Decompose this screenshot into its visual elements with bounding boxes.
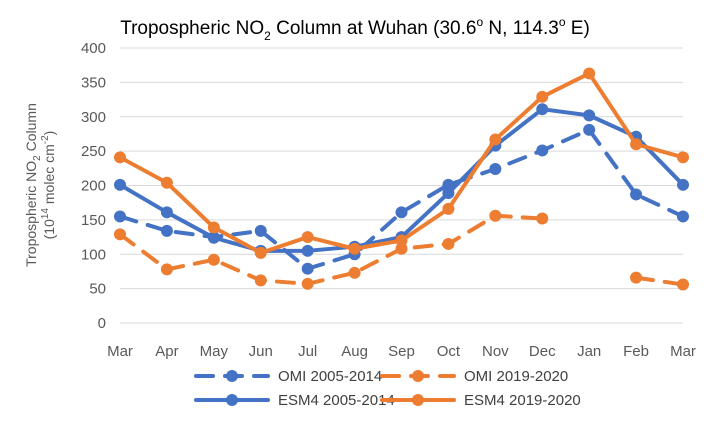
y-tick-label: 150 xyxy=(81,212,106,229)
data-point xyxy=(114,210,126,223)
data-point xyxy=(395,206,408,219)
data-point xyxy=(536,90,549,103)
data-point xyxy=(536,103,549,116)
data-point xyxy=(489,133,502,146)
data-point xyxy=(348,266,361,279)
data-point xyxy=(536,212,549,225)
series-layer xyxy=(114,67,689,291)
legend-entry: ESM4 2005-2014 xyxy=(194,392,395,409)
data-point xyxy=(583,123,596,136)
data-point xyxy=(114,228,126,241)
data-point xyxy=(583,109,596,122)
data-point xyxy=(583,67,596,80)
data-point xyxy=(114,178,126,191)
legend-entry: OMI 2005-2014 xyxy=(194,368,382,385)
x-tick-label: Jun xyxy=(249,343,273,360)
data-point xyxy=(395,234,408,247)
data-point xyxy=(207,221,220,234)
data-point xyxy=(114,151,126,164)
y-tick-label: 350 xyxy=(81,74,106,91)
legend-label: ESM4 2005-2014 xyxy=(278,392,395,409)
data-point xyxy=(301,244,314,257)
series-line xyxy=(118,213,685,287)
legend-entry: ESM4 2019-2020 xyxy=(380,392,581,409)
data-point xyxy=(536,144,549,157)
y-tick-label: 300 xyxy=(81,109,106,126)
data-point xyxy=(395,242,408,255)
y-axis-label-line1: Tropospheric NO2 Column xyxy=(23,103,43,267)
x-tick-label: Oct xyxy=(437,343,461,360)
x-tick-label: Jul xyxy=(298,343,317,360)
legend-label: ESM4 2019-2020 xyxy=(464,392,581,409)
data-point xyxy=(677,278,689,291)
x-tick-labels: Mar Apr May Jun Jul Aug Sep Oct Nov Dec Jan Feb Mar xyxy=(107,343,696,360)
data-point xyxy=(160,176,173,189)
legend-marker xyxy=(412,394,424,406)
series-esm4-2005-2014 xyxy=(114,103,689,257)
y-tick-label: 50 xyxy=(89,281,106,298)
y-tick-label: 250 xyxy=(81,143,106,160)
data-point xyxy=(160,224,173,237)
data-point xyxy=(442,237,455,250)
data-point xyxy=(254,246,267,259)
chart-title: Tropospheric NO2 Column at Wuhan (30.6o … xyxy=(120,15,590,43)
y-tick-label: 100 xyxy=(81,246,106,263)
data-point xyxy=(489,209,502,222)
x-tick-label: Aug xyxy=(341,343,368,360)
y-tick-labels: 0 50 100 150 200 250 300 350 400 xyxy=(81,40,106,332)
y-tick-label: 0 xyxy=(98,315,106,332)
data-point xyxy=(254,274,267,287)
x-tick-label: Feb xyxy=(623,343,649,360)
series-line xyxy=(118,71,685,255)
y-axis-label: Tropospheric NO2 Column (1014 molec cm-2… xyxy=(23,103,57,267)
legend: OMI 2005-2014 OMI 2019-2020 ESM4 2005-2014… xyxy=(194,368,581,409)
x-tick-label: Jan xyxy=(577,343,601,360)
legend-marker xyxy=(412,370,424,382)
legend-entry: OMI 2019-2020 xyxy=(380,368,568,385)
series-omi-2019-2020 xyxy=(114,209,689,291)
data-point xyxy=(677,178,689,191)
data-point xyxy=(442,202,455,215)
x-tick-label: Sep xyxy=(388,343,415,360)
data-point xyxy=(301,231,314,244)
x-tick-label: Apr xyxy=(155,343,178,360)
x-tick-label: Dec xyxy=(529,343,556,360)
series-line xyxy=(118,107,685,253)
x-tick-label: Mar xyxy=(670,343,696,360)
x-tick-label: Nov xyxy=(482,343,509,360)
data-point xyxy=(207,253,220,266)
data-point xyxy=(442,187,455,200)
data-point xyxy=(160,206,173,219)
legend-marker xyxy=(226,394,238,406)
data-point xyxy=(348,242,361,255)
series-esm4-2019-2020 xyxy=(114,67,689,259)
data-point xyxy=(677,210,689,223)
data-point xyxy=(254,224,267,237)
data-point xyxy=(301,277,314,290)
data-point xyxy=(160,263,173,276)
data-point xyxy=(489,163,502,175)
data-point xyxy=(630,138,643,151)
data-point xyxy=(677,151,689,164)
data-point xyxy=(301,262,314,275)
data-point xyxy=(207,231,220,244)
legend-label: OMI 2019-2020 xyxy=(464,368,568,385)
x-tick-label: May xyxy=(200,343,229,360)
data-point xyxy=(630,271,643,284)
y-tick-label: 200 xyxy=(81,178,106,195)
y-axis-label-line2: (1014 molec cm-2) xyxy=(40,131,57,240)
x-tick-label: Mar xyxy=(107,343,133,360)
legend-marker xyxy=(226,370,238,382)
legend-label: OMI 2005-2014 xyxy=(278,368,382,385)
y-tick-label: 400 xyxy=(81,40,106,57)
data-point xyxy=(630,188,643,201)
